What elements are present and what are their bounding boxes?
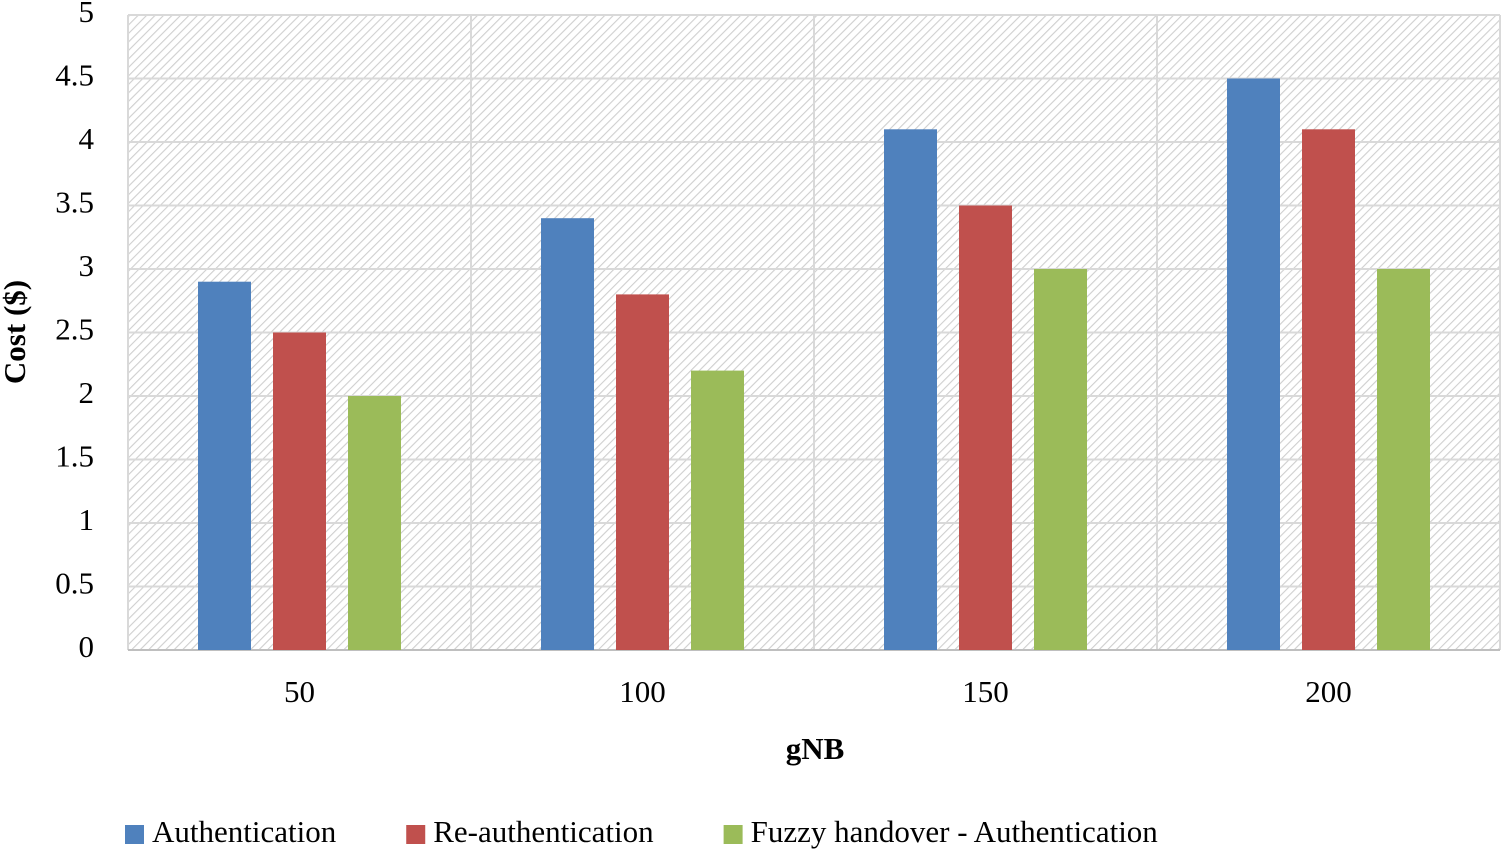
bar: [348, 396, 401, 650]
bar: [1034, 269, 1087, 650]
y-tick-label: 0.5: [55, 566, 94, 601]
bar: [1227, 78, 1280, 650]
x-tick-label: 50: [284, 674, 315, 709]
legend-label: Fuzzy handover - Authentication: [751, 814, 1159, 849]
x-axis-title: gNB: [786, 731, 845, 766]
bar: [541, 218, 594, 650]
bar: [273, 332, 326, 650]
y-axis-title: Cost ($): [0, 280, 32, 384]
bar: [198, 281, 251, 650]
y-tick-label: 4: [79, 121, 95, 156]
y-tick-label: 1: [79, 502, 95, 537]
legend-label: Authentication: [152, 814, 337, 849]
legend-swatch: [125, 825, 144, 844]
x-tick-label: 100: [619, 674, 666, 709]
bar: [1377, 269, 1430, 650]
y-tick-label: 3.5: [55, 185, 94, 220]
x-tick-label: 150: [962, 674, 1009, 709]
legend-label: Re-authentication: [433, 814, 654, 849]
y-tick-label: 3: [79, 248, 95, 283]
y-tick-label: 2.5: [55, 312, 94, 347]
y-tick-label: 5: [79, 0, 95, 29]
y-tick-label: 1.5: [55, 439, 94, 474]
bar: [1302, 129, 1355, 651]
y-tick-label: 0: [79, 629, 95, 664]
legend-swatch: [406, 825, 426, 844]
y-tick-label: 4.5: [55, 58, 94, 93]
legend-swatch: [723, 825, 743, 844]
bar: [616, 294, 669, 650]
bar: [959, 205, 1012, 650]
bar: [884, 129, 937, 651]
bar: [691, 370, 744, 650]
x-tick-label: 200: [1305, 674, 1352, 709]
y-tick-label: 2: [79, 375, 95, 410]
